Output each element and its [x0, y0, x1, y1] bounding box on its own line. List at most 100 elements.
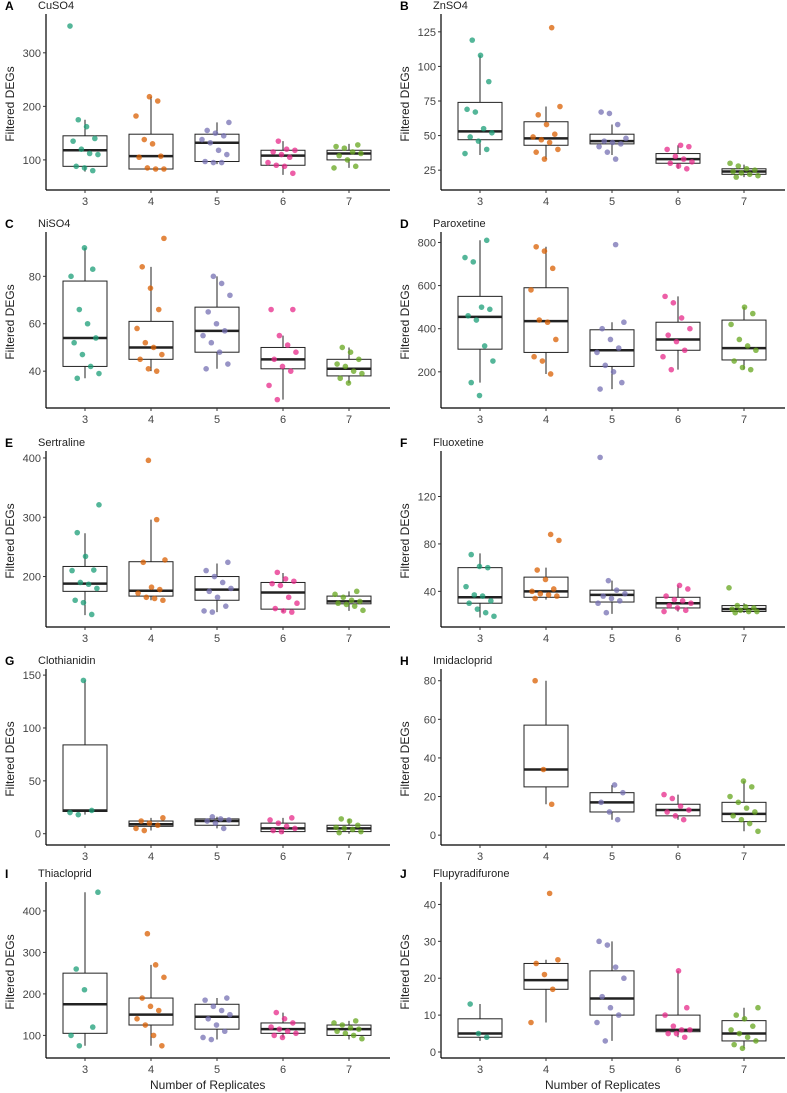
panel-letter: G [5, 654, 15, 668]
data-point [150, 1032, 157, 1039]
data-point [292, 825, 298, 832]
data-point [134, 1016, 140, 1022]
data-point [333, 824, 339, 831]
data-point [216, 349, 223, 355]
data-point [733, 1012, 740, 1018]
data-point [283, 823, 290, 830]
data-point [536, 317, 543, 323]
boxplot-svg: Filtered DEGs 40 60 80 3 4 5 6 7 [3, 232, 390, 426]
data-point [212, 820, 219, 826]
data-point [76, 1042, 83, 1049]
data-point [665, 1030, 671, 1037]
data-point [210, 273, 217, 280]
data-point [225, 559, 231, 566]
data-point [148, 584, 155, 591]
data-point [465, 312, 471, 319]
data-point [135, 590, 141, 596]
panel-letter: J [400, 867, 407, 881]
panel-c: C NiSO4 Filtered DEGs 40 60 80 3 4 5 6 7 [0, 217, 393, 436]
data-point [94, 585, 100, 592]
data-point [726, 585, 732, 591]
data-point [608, 595, 615, 602]
data-point [485, 78, 492, 85]
data-point [153, 516, 160, 523]
x-tick-label: 3 [477, 851, 483, 863]
data-point [681, 1034, 688, 1041]
data-point [272, 605, 279, 612]
data-point [733, 174, 740, 180]
x-axis-label-right: Number of Replicates [545, 1078, 661, 1092]
data-point [71, 339, 77, 346]
data-point [335, 600, 341, 607]
data-point [331, 165, 337, 171]
data-point [89, 167, 96, 174]
data-point [292, 147, 298, 154]
data-point [90, 567, 97, 573]
data-point [290, 306, 296, 313]
data-point [69, 567, 75, 574]
data-point [293, 1030, 299, 1037]
data-point [682, 607, 689, 614]
y-axis-label: Filtered DEGs [3, 284, 17, 359]
data-point [667, 160, 674, 167]
data-point [467, 134, 473, 140]
data-point [533, 960, 539, 967]
x-tick-label: 5 [609, 1064, 615, 1076]
data-point [753, 1038, 759, 1044]
data-point [95, 151, 101, 158]
data-point [359, 1035, 365, 1042]
y-tick-label: 80 [424, 676, 436, 688]
panel-e: E Sertraline Filtered DEGs 200 300 400 3 4 5 6 7 [0, 436, 393, 655]
data-point [331, 1020, 337, 1026]
y-tick-label: 80 [424, 539, 436, 551]
y-axis-label: Filtered DEGs [398, 66, 412, 141]
data-point [290, 1020, 296, 1026]
data-point [77, 579, 84, 586]
panel-title: Thiacloprid [38, 868, 92, 880]
data-point [80, 677, 87, 684]
data-point [479, 593, 486, 599]
data-point [752, 167, 758, 173]
data-point [67, 809, 73, 816]
data-point [346, 818, 353, 824]
data-point [605, 577, 612, 584]
panel-title: Clothianidin [38, 655, 96, 667]
data-point [739, 1045, 746, 1052]
y-tick-label: 200 [23, 989, 41, 1001]
data-point [553, 336, 559, 343]
data-point [202, 158, 208, 165]
data-point [613, 587, 620, 593]
data-point [93, 335, 99, 341]
data-point [266, 382, 272, 389]
data-point [221, 1028, 228, 1035]
data-point [755, 1004, 761, 1011]
data-point [144, 165, 151, 171]
data-point [358, 150, 364, 157]
data-point [545, 592, 552, 598]
data-point [143, 594, 150, 601]
data-point [92, 135, 98, 142]
data-point [343, 601, 350, 608]
data-point [620, 789, 626, 796]
data-point [218, 280, 225, 287]
data-point [677, 803, 684, 809]
panel-letter: D [400, 217, 409, 231]
x-tick-label: 4 [543, 633, 549, 645]
data-point [538, 136, 545, 143]
y-tick-label: 30 [424, 936, 436, 948]
data-point [204, 818, 210, 824]
data-point [85, 581, 92, 588]
data-point [749, 310, 756, 317]
data-point [664, 809, 670, 815]
data-point [220, 825, 227, 832]
data-point [557, 103, 563, 110]
data-point [348, 597, 355, 604]
y-tick-label: 75 [424, 96, 436, 108]
data-point [548, 24, 555, 31]
x-tick-label: 6 [675, 633, 681, 645]
data-point [600, 593, 607, 599]
data-point [662, 1012, 668, 1018]
data-point [200, 1034, 206, 1041]
panel-title: Imidacloprid [433, 655, 493, 667]
data-point [334, 1028, 340, 1035]
